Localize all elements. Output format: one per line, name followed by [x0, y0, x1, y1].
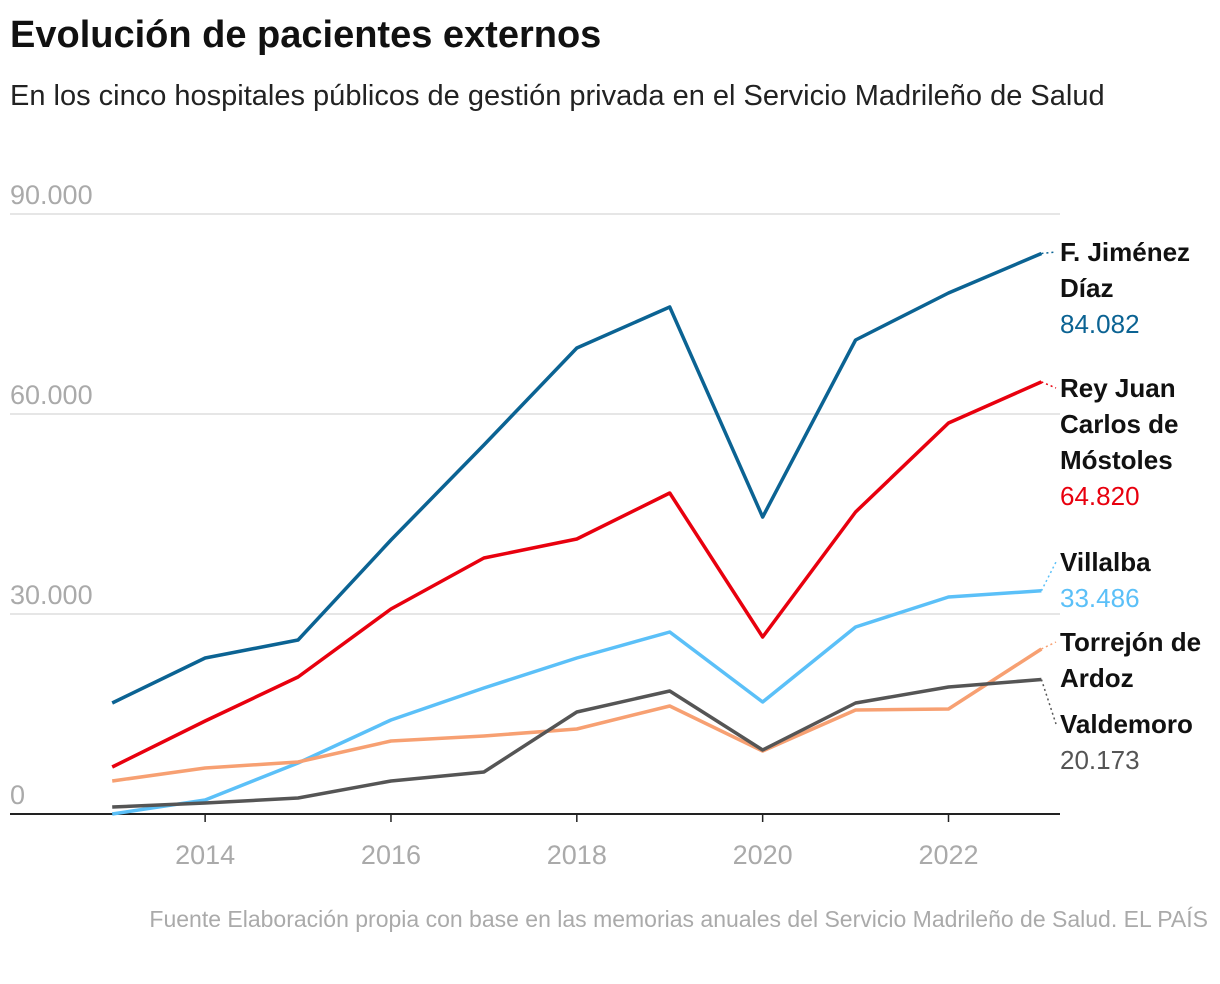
chart-title: Evolución de pacientes externos: [10, 14, 602, 56]
series-label: Villalba 33.486: [1060, 544, 1218, 616]
y-tick-label: 30.000: [10, 580, 93, 610]
series-line: [111, 589, 1042, 816]
y-tick-label: 0: [10, 780, 25, 810]
label-connector: [1041, 251, 1057, 255]
x-tick-label: 2020: [733, 840, 793, 870]
series-line: [111, 647, 1043, 783]
data-label: 33.486: [1060, 583, 1140, 613]
series-label: F. Jiménez Díaz 84.082: [1060, 234, 1218, 342]
legend-entry: Torrejón de Ardoz: [1060, 627, 1202, 693]
x-tick-label: 2022: [918, 840, 978, 870]
x-tick-label: 2014: [175, 840, 235, 870]
label-connector: [1041, 381, 1057, 389]
y-tick-label: 60.000: [10, 380, 93, 410]
chart-subtitle: En los cinco hospitales públicos de gest…: [10, 80, 1105, 112]
data-label: 84.082: [1060, 309, 1140, 339]
label-connector: [1040, 561, 1057, 592]
data-label: 64.820: [1060, 481, 1140, 511]
legend-entry: Villalba: [1060, 547, 1151, 577]
label-connector: [1041, 641, 1057, 650]
series-line: [111, 251, 1043, 705]
y-tick-label: 90.000: [10, 180, 93, 210]
label-connector: [1040, 679, 1057, 725]
source-note: Fuente Elaboración propia con base en la…: [149, 906, 1208, 932]
legend-entry: Valdemoro: [1060, 709, 1193, 739]
chart: 0 30.000 60.000 90.000 2014 2016 2018 2020 2022: [10, 180, 1060, 870]
x-tick-label: 2016: [361, 840, 421, 870]
series-line: [111, 380, 1043, 769]
x-tick-label: 2018: [547, 840, 607, 870]
legend-entry: F. Jiménez Díaz: [1060, 237, 1191, 303]
series-label: Torrejón de Ardoz: [1060, 624, 1218, 696]
data-label: 20.173: [1060, 745, 1140, 775]
series-line: [112, 677, 1042, 809]
series-label: Rey Juan Carlos de Móstoles 64.820: [1060, 370, 1218, 514]
legend-entry: Rey Juan Carlos de Móstoles: [1060, 373, 1179, 475]
series-label: Valdemoro 20.173: [1060, 706, 1218, 778]
